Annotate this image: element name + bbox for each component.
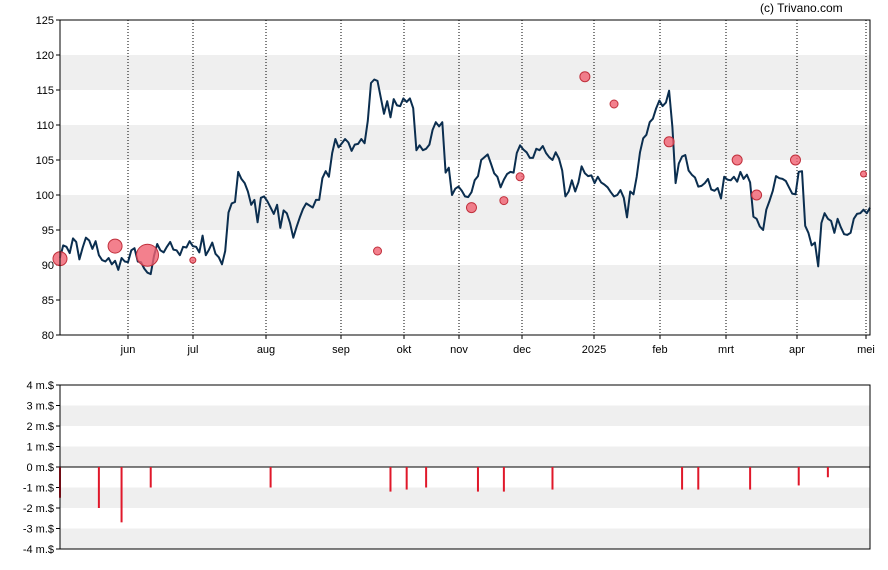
watermark: (c) Trivano.com (760, 1, 843, 15)
x-tick-label: sep (332, 344, 350, 356)
x-tick-label: feb (652, 344, 667, 356)
grid-band (60, 265, 870, 300)
y-tick-label: 100 (36, 190, 54, 202)
trade-marker (731, 154, 743, 166)
volume-bar (389, 467, 392, 492)
volume-bar (749, 467, 752, 490)
volume-y-tick-label: 3 m.$ (26, 401, 54, 413)
trade-marker (515, 172, 525, 182)
volume-bar (425, 467, 428, 488)
price-frame (59, 19, 871, 336)
trade-marker (373, 246, 383, 256)
volume-bar (405, 467, 408, 490)
grid-band (60, 195, 870, 230)
volume-bar (681, 467, 684, 490)
trade-marker (789, 154, 801, 166)
x-tick-label: apr (789, 344, 805, 356)
volume-y-tick-label: -3 m.$ (23, 524, 54, 536)
x-tick-label: okt (397, 344, 412, 356)
trade-marker (860, 170, 868, 178)
x-tick-label: dec (513, 344, 531, 356)
x-tick-label: nov (450, 344, 468, 356)
volume-bar (502, 467, 505, 492)
y-tick-label: 110 (36, 120, 54, 132)
volume-y-tick-label: 4 m.$ (26, 380, 54, 392)
y-tick-label: 115 (36, 85, 54, 97)
volume-band (60, 528, 870, 549)
trade-marker (609, 99, 619, 109)
trade-marker (579, 71, 591, 83)
volume-y-tick-label: 1 m.$ (26, 442, 54, 454)
volume-y-tick-label: -1 m.$ (23, 483, 54, 495)
x-tick-label: jun (120, 344, 136, 356)
x-tick-label: mrt (718, 344, 734, 356)
y-tick-label: 85 (42, 295, 54, 307)
volume-band (60, 405, 870, 426)
volume-bar (476, 467, 479, 492)
grid-band (60, 55, 870, 90)
trade-marker (189, 256, 197, 264)
x-tick-label: 2025 (582, 344, 606, 356)
trade-marker (465, 202, 477, 214)
trade-marker (663, 136, 675, 148)
volume-frame (59, 384, 871, 550)
volume-bar (120, 467, 123, 523)
y-tick-label: 120 (36, 50, 54, 62)
volume-bar (97, 467, 100, 508)
price-line (59, 78, 871, 276)
volume-bar (551, 467, 554, 490)
trade-marker (135, 243, 159, 267)
grid-band (60, 125, 870, 160)
x-tick-label: aug (257, 344, 275, 356)
trade-marker (499, 196, 509, 206)
y-tick-label: 105 (36, 155, 54, 167)
volume-bar (797, 467, 800, 486)
volume-bar (697, 467, 700, 490)
y-tick-label: 80 (42, 330, 54, 342)
volume-bar (269, 467, 272, 488)
x-tick-label: mei (857, 344, 875, 356)
x-tick-label: jul (186, 344, 198, 356)
volume-bar (826, 467, 829, 478)
volume-y-tick-label: 2 m.$ (26, 421, 54, 433)
y-tick-label: 95 (42, 225, 54, 237)
volume-bar (149, 467, 152, 488)
volume-band (60, 446, 870, 467)
y-tick-label: 125 (36, 15, 54, 27)
volume-y-tick-label: 0 m.$ (26, 462, 54, 474)
y-tick-label: 90 (42, 260, 54, 272)
volume-y-tick-label: -2 m.$ (23, 503, 54, 515)
volume-band (60, 487, 870, 508)
trade-marker (107, 238, 123, 254)
trade-marker (751, 189, 763, 201)
volume-y-tick-label: -4 m.$ (23, 544, 54, 556)
